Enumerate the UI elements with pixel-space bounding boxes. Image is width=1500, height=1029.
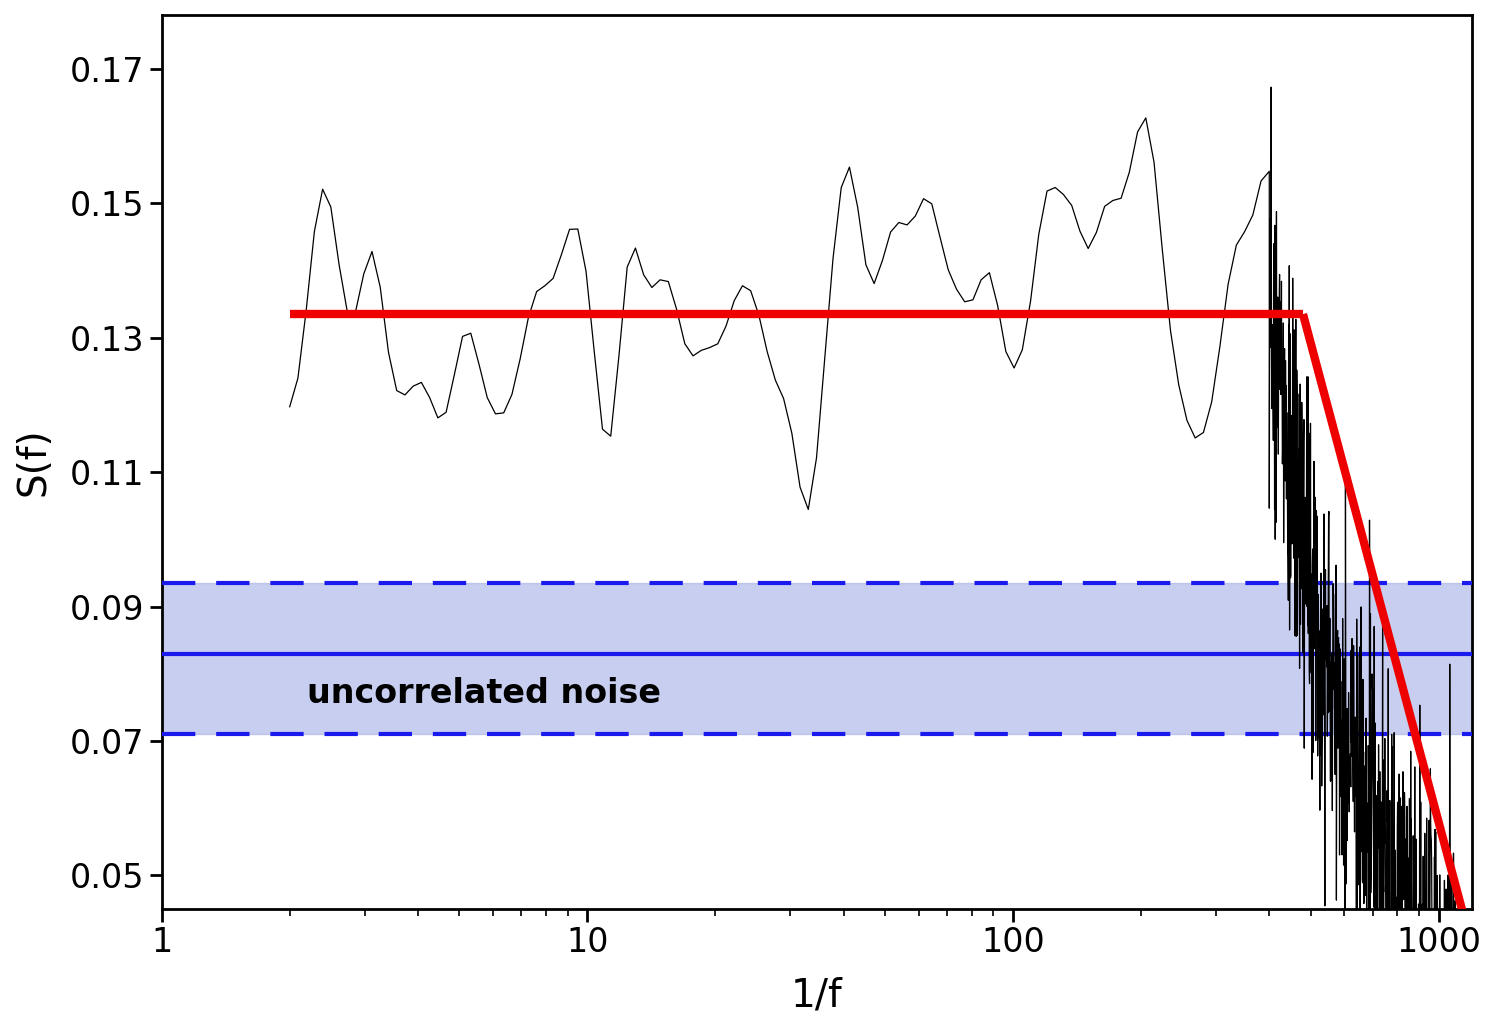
X-axis label: 1/f: 1/f (790, 975, 843, 1014)
Bar (162, 583, 1473, 735)
Text: uncorrelated noise: uncorrelated noise (308, 677, 662, 710)
Y-axis label: S(f): S(f) (15, 428, 52, 496)
